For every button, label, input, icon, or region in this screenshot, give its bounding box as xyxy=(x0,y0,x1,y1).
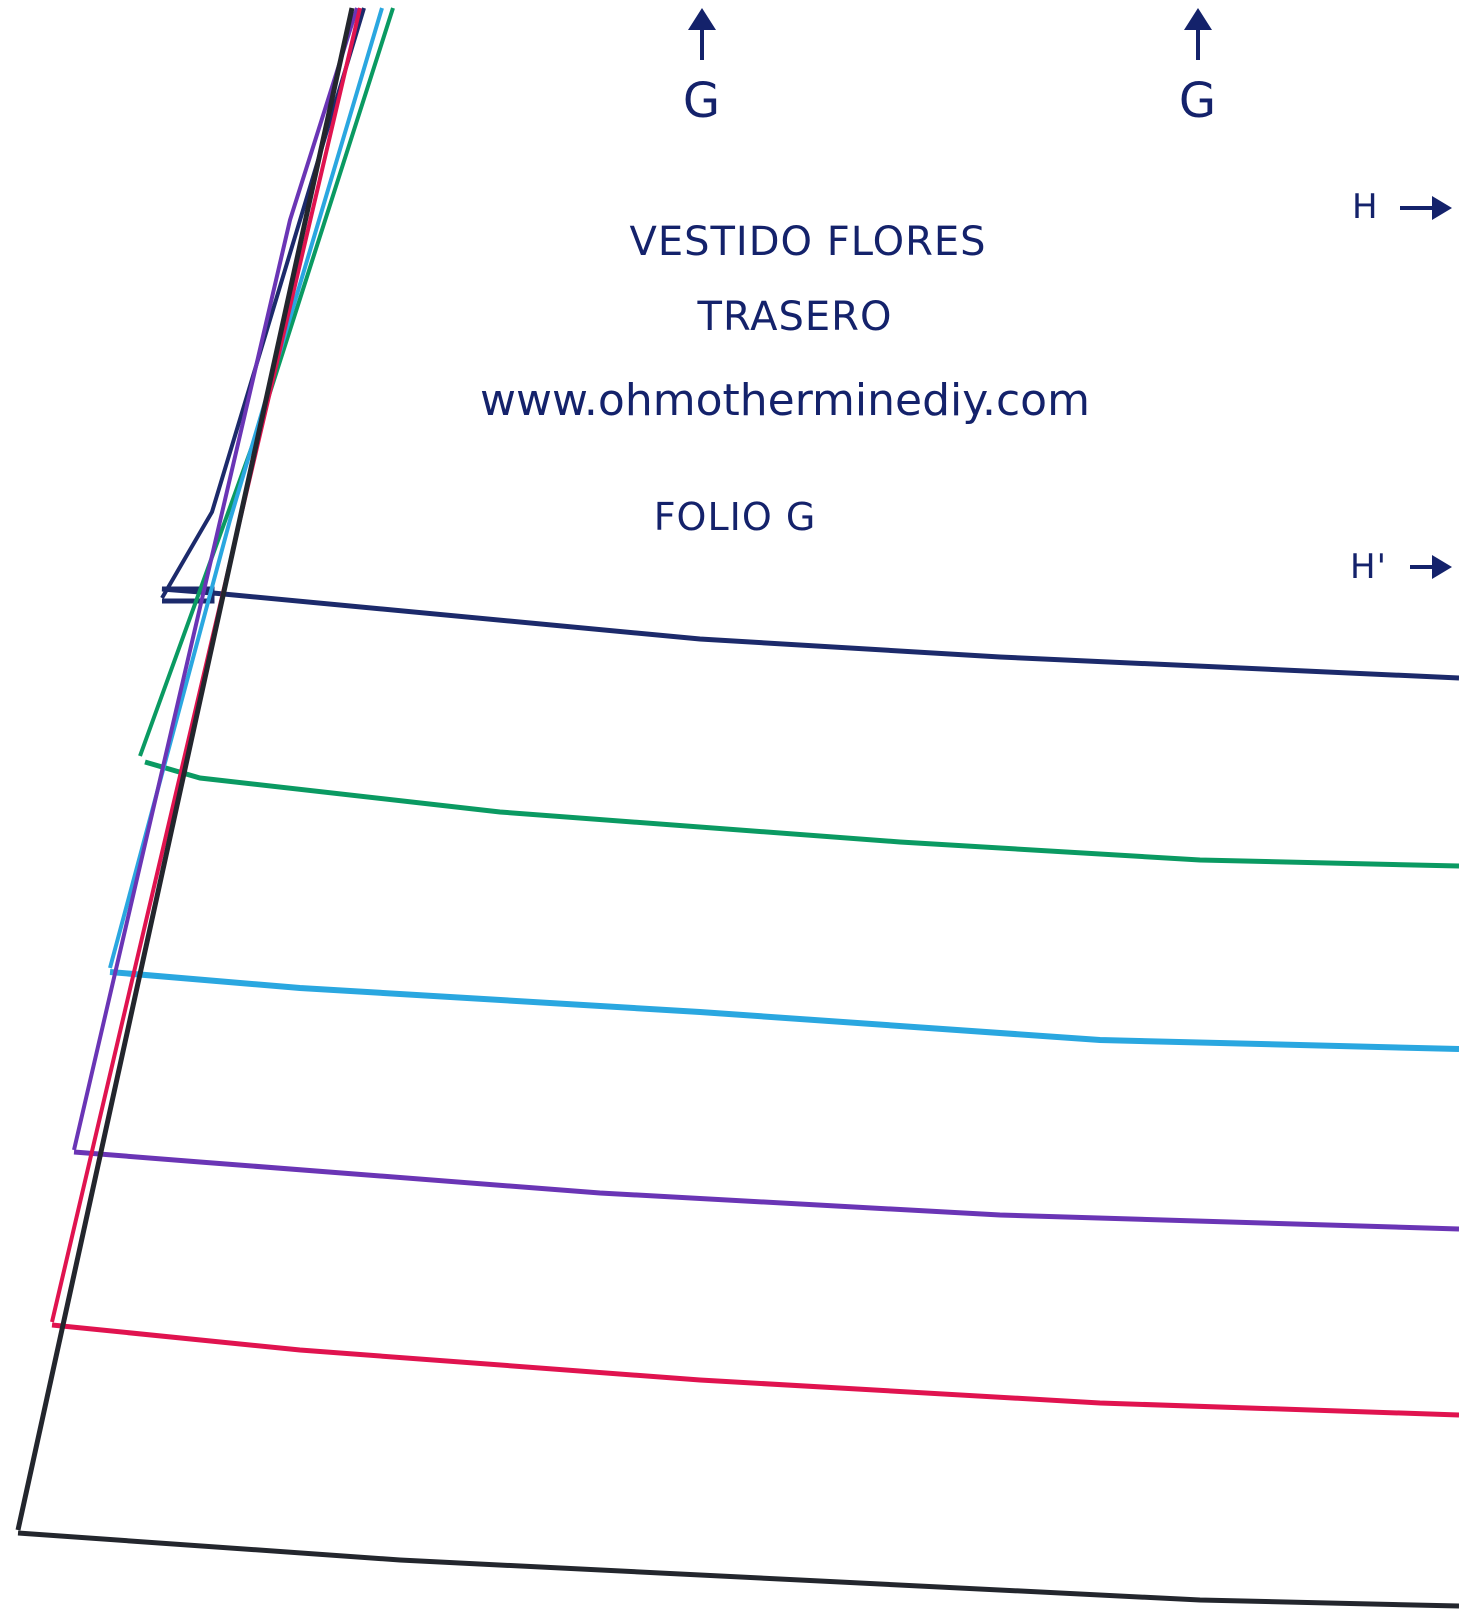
h-arrow-top xyxy=(1400,196,1452,220)
h-label-bottom: H' xyxy=(1350,547,1387,587)
h-label-top: H xyxy=(1352,187,1379,227)
size-line-red xyxy=(51,1322,1459,1418)
size-line-purple xyxy=(73,1149,1459,1232)
grain-arrow-right xyxy=(1184,8,1212,60)
h-arrow-bottom xyxy=(1410,555,1452,579)
size-line-black xyxy=(17,1530,1459,1609)
pattern-website: www.ohmotherminediy.com xyxy=(480,375,1090,426)
pattern-title-line2: TRASERO xyxy=(697,294,893,340)
grain-arrow-left xyxy=(688,8,716,60)
grain-label-right: G xyxy=(1179,73,1217,129)
grain-label-left: G xyxy=(683,73,721,129)
size-line-light-blue xyxy=(109,969,1459,1052)
side-seam-green xyxy=(138,7,395,757)
pattern-title-line1: VESTIDO FLORES xyxy=(629,219,986,265)
side-seam-black xyxy=(15,7,355,1531)
sheet-label: FOLIO G xyxy=(654,495,817,539)
size-line-green xyxy=(144,759,1459,869)
size-line-navy xyxy=(161,586,1459,681)
